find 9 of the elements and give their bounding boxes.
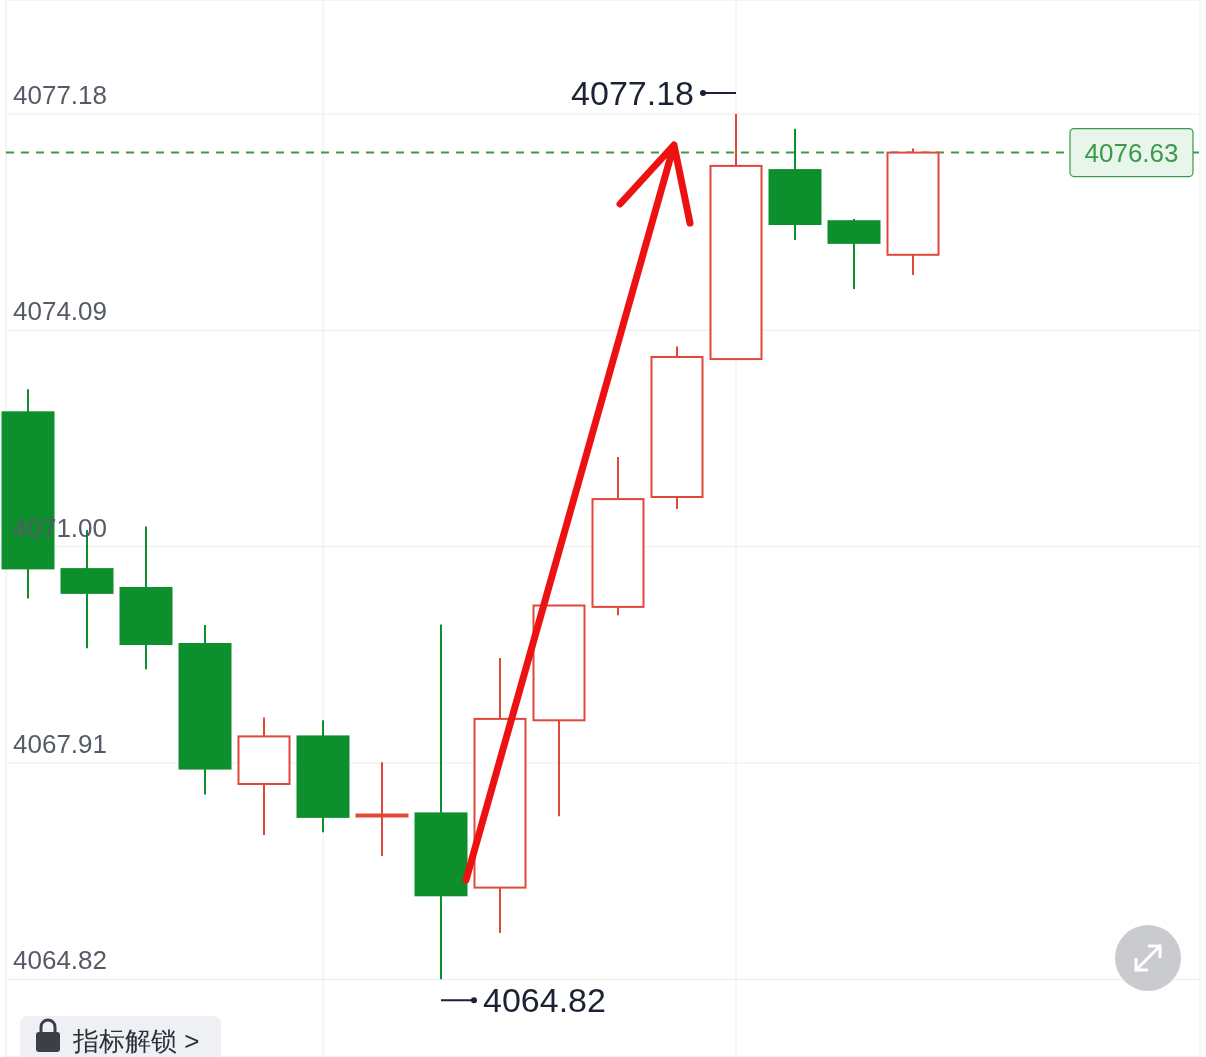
button: 指标解锁 > [20, 1016, 221, 1057]
y-tick-label: 4064.82 [13, 945, 107, 976]
y-tick-label: 4077.18 [13, 80, 107, 111]
annotation: 4064.82 [483, 981, 606, 1020]
annotation: 指标解锁 > [72, 1026, 200, 1056]
ref-line-label: 4076.63 [1084, 137, 1179, 168]
annotation: 4077.18 [571, 74, 694, 113]
y-tick-label: 4067.91 [13, 729, 107, 759]
y-tick-label: 4074.09 [13, 296, 107, 327]
